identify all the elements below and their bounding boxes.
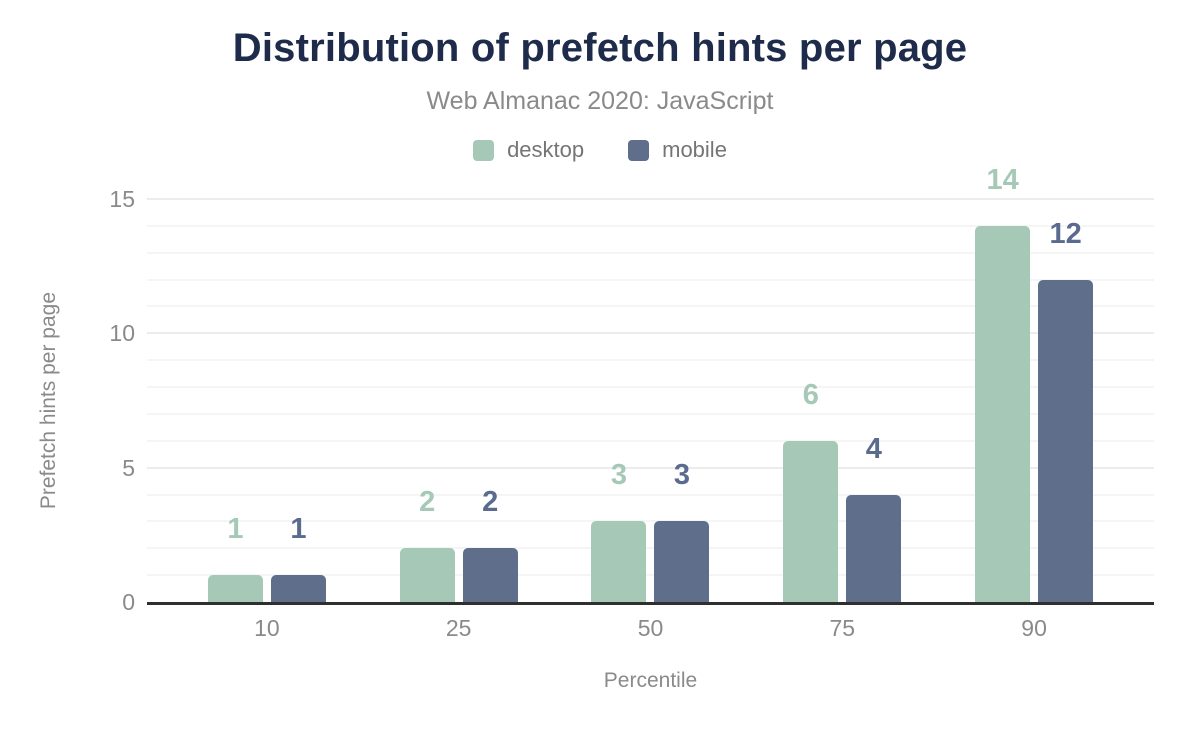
bar-value-label-desktop-p75: 6 <box>802 378 819 411</box>
y-tick-0: 0 <box>122 589 135 615</box>
legend-item-desktop: desktop <box>473 137 584 163</box>
gridline-12 <box>147 278 1154 281</box>
gridline-1 <box>147 574 1154 577</box>
y-tick-5: 5 <box>122 454 135 481</box>
legend-label-mobile: mobile <box>662 137 727 162</box>
bar-value-label-desktop-p25: 2 <box>419 486 436 519</box>
y-tick-10: 10 <box>109 320 135 347</box>
y-axis-ticks: 0 5 10 15 <box>81 186 147 615</box>
bar-mobile-p90[interactable]: 12 <box>1038 219 1094 602</box>
legend-item-mobile: mobile <box>628 137 727 163</box>
x-tick-90: 90 <box>1021 615 1047 641</box>
bar-value-label-mobile-p90: 12 <box>1049 217 1082 250</box>
gridline-4 <box>147 493 1154 496</box>
bar-value-label-desktop-p10: 1 <box>227 513 244 546</box>
chart-title: Distribution of prefetch hints per page <box>232 26 968 70</box>
gridline-13 <box>147 251 1154 254</box>
gridline-6 <box>147 439 1154 442</box>
bar-group-p90: 14 12 <box>938 165 1130 602</box>
gridline-7 <box>147 412 1154 415</box>
bar-value-label-mobile-p10: 1 <box>290 513 307 546</box>
bar-desktop-p10[interactable]: 1 <box>207 515 263 602</box>
bar-desktop-p75[interactable]: 6 <box>783 380 839 602</box>
bar-value-label-mobile-p75: 4 <box>865 432 882 465</box>
gridline-3 <box>147 520 1154 523</box>
x-axis-ticks: 10 25 50 75 90 <box>147 614 1154 642</box>
plot-area: 1 1 2 2 3 3 6 4 14 12 <box>147 165 1154 605</box>
gridline-11 <box>147 305 1154 308</box>
bar-value-label-desktop-p50: 3 <box>610 459 628 492</box>
y-tick-15: 15 <box>109 186 135 212</box>
bar-mobile-p50[interactable]: 3 <box>654 461 710 602</box>
plot-column: 1 1 2 2 3 3 6 4 14 12 10 25 50 75 90 Percentile <box>147 165 1154 693</box>
bar-mobile-p25[interactable]: 2 <box>462 488 518 602</box>
legend: desktop mobile <box>0 137 1200 163</box>
x-tick-10: 10 <box>254 615 280 641</box>
bar-desktop-p25[interactable]: 2 <box>399 488 455 602</box>
gridline-14 <box>147 224 1154 227</box>
gridline-15 <box>147 198 1154 200</box>
bar-desktop-p50[interactable]: 3 <box>591 461 647 602</box>
x-tick-50: 50 <box>637 615 664 641</box>
bar-desktop-p90[interactable]: 14 <box>975 165 1031 602</box>
legend-swatch-mobile-icon <box>628 139 650 161</box>
bar-value-label-desktop-p90: 14 <box>986 163 1019 196</box>
x-axis-title: Percentile <box>603 669 698 692</box>
gridline-8 <box>147 386 1154 389</box>
gridline-9 <box>147 359 1154 362</box>
legend-swatch-desktop-icon <box>473 139 495 161</box>
gridline-5 <box>147 466 1154 469</box>
legend-label-desktop: desktop <box>507 137 585 162</box>
bar-value-label-mobile-p25: 2 <box>482 486 499 519</box>
chart-subtitle: Web Almanac 2020: JavaScript <box>426 87 774 115</box>
gridline-10 <box>147 332 1154 335</box>
gridline-2 <box>147 547 1154 550</box>
y-axis-title: Prefetch hints per page <box>37 291 60 510</box>
y-axis-title-cell: Prefetch hints per page <box>17 199 81 602</box>
bar-value-label-mobile-p50: 3 <box>673 459 691 492</box>
x-tick-75: 75 <box>829 615 856 641</box>
bar-mobile-p10[interactable]: 1 <box>270 515 326 602</box>
x-tick-25: 25 <box>445 615 472 641</box>
bar-groups: 1 1 2 2 3 3 6 4 14 12 <box>147 165 1154 602</box>
bar-mobile-p75[interactable]: 4 <box>846 434 902 602</box>
